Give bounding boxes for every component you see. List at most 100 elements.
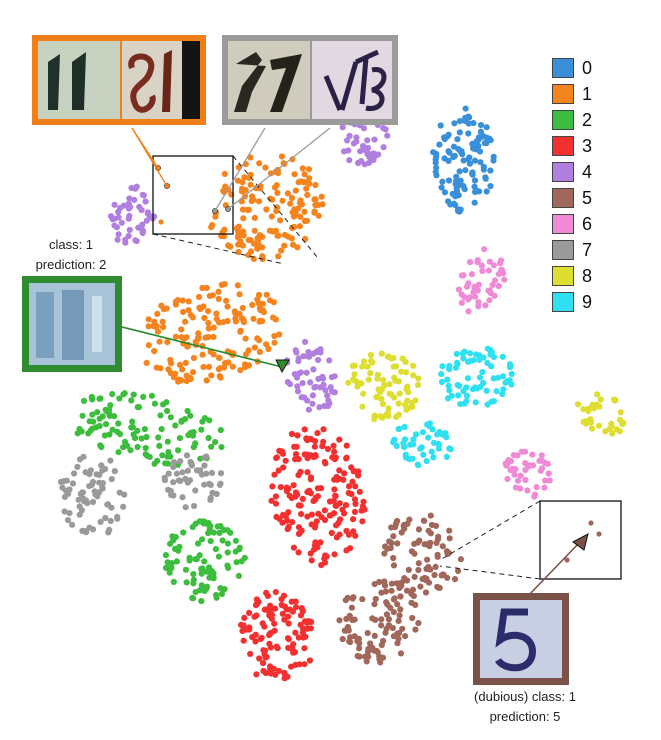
- scatter-point: [465, 130, 472, 137]
- scatter-point: [229, 363, 236, 370]
- scatter-point: [434, 551, 441, 558]
- scatter-point: [322, 387, 329, 394]
- scatter-point: [205, 530, 212, 537]
- scatter-point: [132, 435, 139, 442]
- scatter-point: [311, 384, 318, 391]
- scatter-point: [303, 185, 310, 192]
- scatter-point: [462, 114, 469, 121]
- scatter-point: [302, 338, 309, 345]
- scatter-point: [454, 206, 462, 213]
- scatter-point: [384, 545, 391, 552]
- scatter-point: [89, 498, 97, 506]
- scatter-point: [312, 181, 319, 189]
- cluster-class-5: [336, 578, 422, 666]
- scatter-point: [191, 502, 198, 510]
- scatter-point: [256, 337, 263, 344]
- scatter-point: [256, 160, 263, 167]
- scatter-point: [88, 393, 95, 400]
- scatter-point: [315, 356, 322, 364]
- scatter-point: [455, 392, 462, 399]
- scatter-point: [426, 422, 433, 430]
- scatter-point: [289, 156, 296, 163]
- scatter-point: [289, 608, 296, 615]
- scatter-point: [427, 512, 434, 519]
- scatter-point: [127, 447, 134, 454]
- scatter-point: [511, 471, 518, 478]
- scatter-point: [281, 616, 288, 623]
- scatter-point: [128, 184, 135, 192]
- scatter-point: [438, 378, 446, 386]
- scatter-point: [203, 453, 210, 460]
- scatter-point: [237, 328, 244, 335]
- scatter-point: [192, 589, 199, 596]
- scatter-point: [414, 461, 421, 468]
- scatter-point: [252, 638, 259, 645]
- scatter-point: [271, 627, 278, 634]
- scatter-point: [485, 267, 492, 274]
- scatter-point: [314, 485, 321, 492]
- scatter-point: [288, 194, 296, 202]
- scatter-point: [172, 422, 179, 429]
- scatter-point: [367, 351, 374, 359]
- scatter-point: [315, 510, 322, 517]
- scatter-point: [477, 128, 484, 135]
- scatter-point: [371, 412, 378, 419]
- scatter-point: [267, 602, 274, 609]
- scatter-point: [215, 553, 222, 560]
- scatter-point: [61, 493, 68, 500]
- scatter-point: [161, 477, 168, 484]
- gray-thumbnail: [222, 35, 398, 125]
- scatter-point: [422, 589, 430, 596]
- scatter-point: [188, 462, 195, 469]
- scatter-point: [314, 493, 321, 500]
- scatter-point: [195, 540, 202, 547]
- scatter-point: [266, 297, 274, 304]
- scatter-point: [285, 523, 292, 531]
- scatter-point: [297, 468, 304, 475]
- top-zoom-annotation: [131, 127, 331, 265]
- scatter-point: [383, 611, 390, 618]
- scatter-point: [247, 650, 254, 658]
- scatter-point: [182, 318, 189, 325]
- scatter-point: [279, 519, 286, 526]
- scatter-point: [271, 184, 279, 191]
- scatter-point: [238, 621, 245, 629]
- scatter-point: [345, 483, 353, 490]
- scatter-point: [469, 169, 476, 176]
- scatter-point: [343, 442, 350, 449]
- scatter-point: [75, 496, 82, 503]
- scatter-point: [392, 363, 399, 370]
- scatter-point: [277, 484, 284, 491]
- scatter-point: [187, 376, 194, 383]
- scatter-point: [165, 449, 172, 456]
- legend-item-4: 4: [552, 159, 612, 185]
- scatter-point: [314, 430, 321, 437]
- scatter-point: [288, 494, 295, 502]
- legend-label-3: 3: [582, 135, 593, 156]
- scatter-point: [383, 411, 390, 418]
- scatter-point: [306, 657, 313, 664]
- scatter-point: [201, 314, 208, 322]
- scatter-point: [390, 633, 397, 640]
- scatter-point: [331, 486, 338, 493]
- scatter-point: [460, 355, 467, 362]
- scatter-point: [199, 284, 206, 292]
- scatter-point: [288, 598, 295, 605]
- scatter-point: [462, 167, 469, 174]
- scatter-point: [199, 565, 206, 572]
- scatter-point: [178, 326, 185, 333]
- scatter-point: [476, 374, 483, 381]
- scatter-point: [266, 630, 273, 637]
- scatter-point: [512, 466, 519, 473]
- scatter-point: [240, 637, 247, 644]
- scatter-point: [379, 400, 387, 408]
- scatter-point: [172, 370, 179, 377]
- scatter-point: [409, 403, 416, 410]
- scatter-point: [78, 507, 85, 514]
- scatter-point: [255, 198, 263, 205]
- scatter-point: [107, 517, 114, 525]
- scatter-point: [309, 392, 316, 399]
- scatter-point: [420, 517, 427, 524]
- scatter-point: [427, 539, 434, 546]
